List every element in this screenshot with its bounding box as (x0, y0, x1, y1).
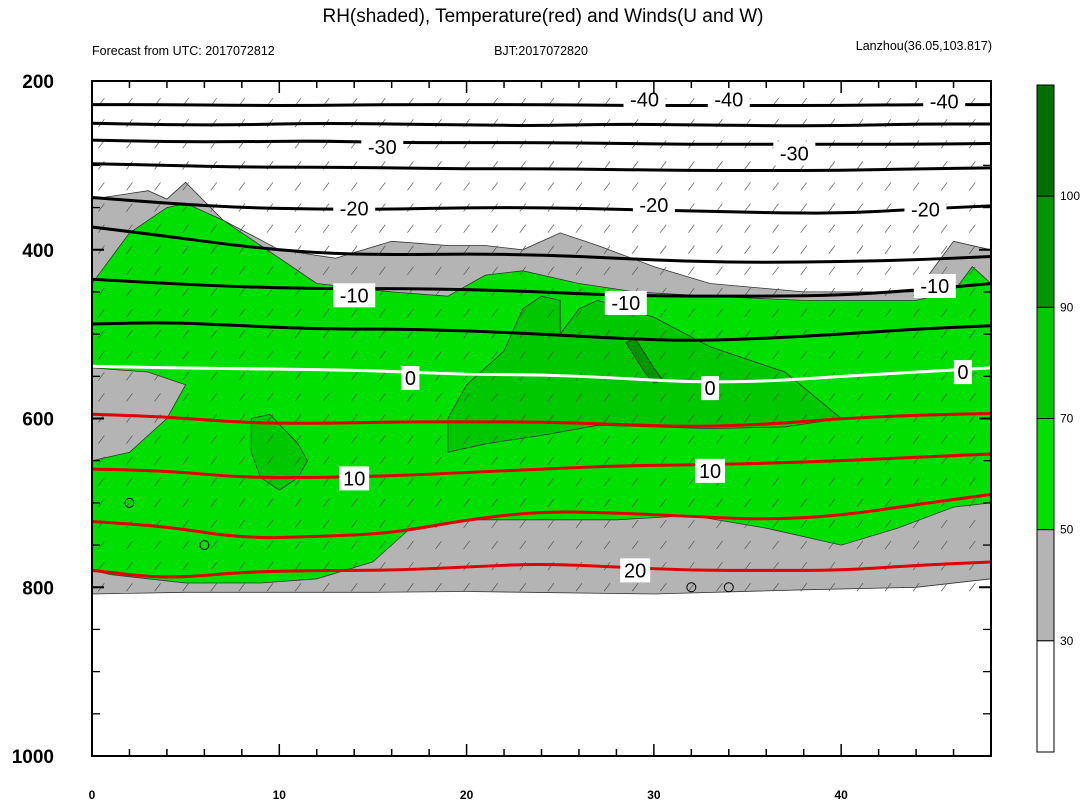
bjt-time: BJT:2017072820 (494, 44, 588, 58)
contour-label-14: 10 (343, 468, 365, 490)
colorbar-label-70: 70 (1060, 412, 1074, 426)
colorbar: 30 50 70 90 100 (1036, 84, 1080, 753)
x-tick-label-0: 0 (89, 788, 96, 802)
x-tick-label-30: 30 (647, 788, 661, 802)
contour-label-bg-10 (913, 274, 956, 299)
contour-label-16: 20 (624, 560, 646, 582)
contour-label-4: -30 (780, 144, 809, 166)
contour-label-13: 0 (957, 362, 968, 384)
temp-contour--40b (92, 121, 991, 128)
temp-contour-0 (92, 364, 991, 384)
contour-label-12: 0 (705, 378, 716, 400)
y-tick-label-1000: 1000 (12, 747, 54, 768)
contour-label-15: 10 (699, 461, 721, 483)
y-tick-label-800: 800 (22, 578, 54, 599)
contour-label-7: -20 (911, 199, 940, 221)
x-tick-label-40: 40 (834, 788, 848, 802)
contour-label-1: -40 (714, 90, 743, 112)
station-location: Lanzhou(36.05,103.817) (856, 39, 992, 53)
contour-label-8: -10 (340, 285, 369, 307)
contour-label-bg-0 (623, 87, 666, 112)
obs-marker-1 (199, 540, 210, 551)
y-tick-label-600: 600 (22, 410, 54, 431)
temp-contour-20b (92, 560, 991, 579)
plot-area: -40 -40 -40 -30 -30 -20 -20 -20 -10 -10 -10 0 0 0 10 10… (92, 87, 991, 595)
contour-label-2: -40 (930, 91, 959, 113)
obs-marker-3 (723, 582, 734, 593)
contour-label-bg-6 (632, 193, 675, 218)
contour-label-bg-13 (953, 360, 972, 385)
contour-label-11: 0 (405, 368, 416, 390)
contour-label-bg-5 (333, 196, 376, 221)
x-tick-label-20: 20 (460, 788, 474, 802)
contour-label-bg-1 (707, 87, 750, 112)
colorbar-label-30: 30 (1060, 634, 1074, 648)
obs-marker-0 (124, 497, 135, 508)
colorbar-segment-0 (1036, 84, 1055, 197)
contour-label-bg-2 (923, 89, 966, 114)
contour-label-bg-9 (604, 290, 647, 315)
obs-marker-2 (686, 582, 697, 593)
colorbar-segment-1 (1036, 195, 1055, 308)
temp-contour--40a (92, 103, 991, 107)
temp-contour--30a (92, 138, 991, 146)
temp-contour--20b (92, 225, 991, 264)
contour-label-bg-7 (904, 197, 947, 222)
temp-contour-10a (92, 411, 991, 428)
contour-label-bg-15 (695, 458, 726, 483)
colorbar-segment-3 (1036, 418, 1055, 531)
contour-label-9: -10 (611, 293, 640, 315)
y-tick-label-400: 400 (22, 241, 54, 262)
contour-label-bg-14 (339, 466, 370, 491)
contour-label-3: -30 (368, 137, 397, 159)
y-tick-label-200: 200 (22, 72, 54, 93)
chart-title: RH(shaded), Temperature(red) and Winds(U… (322, 6, 763, 27)
contour-label-bg-12 (701, 376, 720, 401)
colorbar-label-100: 100 (1060, 189, 1080, 203)
contour-label-6: -20 (639, 195, 668, 217)
forecast-time: Forecast from UTC: 2017072812 (92, 44, 275, 58)
temp-contour--10b (92, 321, 991, 342)
contour-label-bg-11 (401, 366, 420, 390)
contour-label-10: -10 (920, 276, 949, 298)
contour-label-bg-4 (773, 141, 816, 166)
colorbar-label-90: 90 (1060, 300, 1074, 314)
temp-contour-20a (92, 492, 991, 540)
temp-contour--30b (92, 162, 991, 172)
contour-label-bg-16 (620, 558, 651, 583)
contour-label-bg-8 (333, 283, 376, 308)
colorbar-segment-4 (1036, 529, 1055, 642)
temp-contour-10b (92, 452, 991, 480)
temp-contour--20a (92, 195, 991, 215)
contour-label-0: -40 (630, 90, 659, 112)
x-tick-label-10: 10 (273, 788, 287, 802)
colorbar-segment-5 (1036, 640, 1055, 753)
colorbar-label-50: 50 (1060, 523, 1074, 537)
contour-label-5: -20 (340, 198, 369, 220)
temp-contour--10a (92, 277, 991, 298)
contour-label-bg-3 (361, 134, 404, 159)
colorbar-segment-2 (1036, 306, 1055, 420)
